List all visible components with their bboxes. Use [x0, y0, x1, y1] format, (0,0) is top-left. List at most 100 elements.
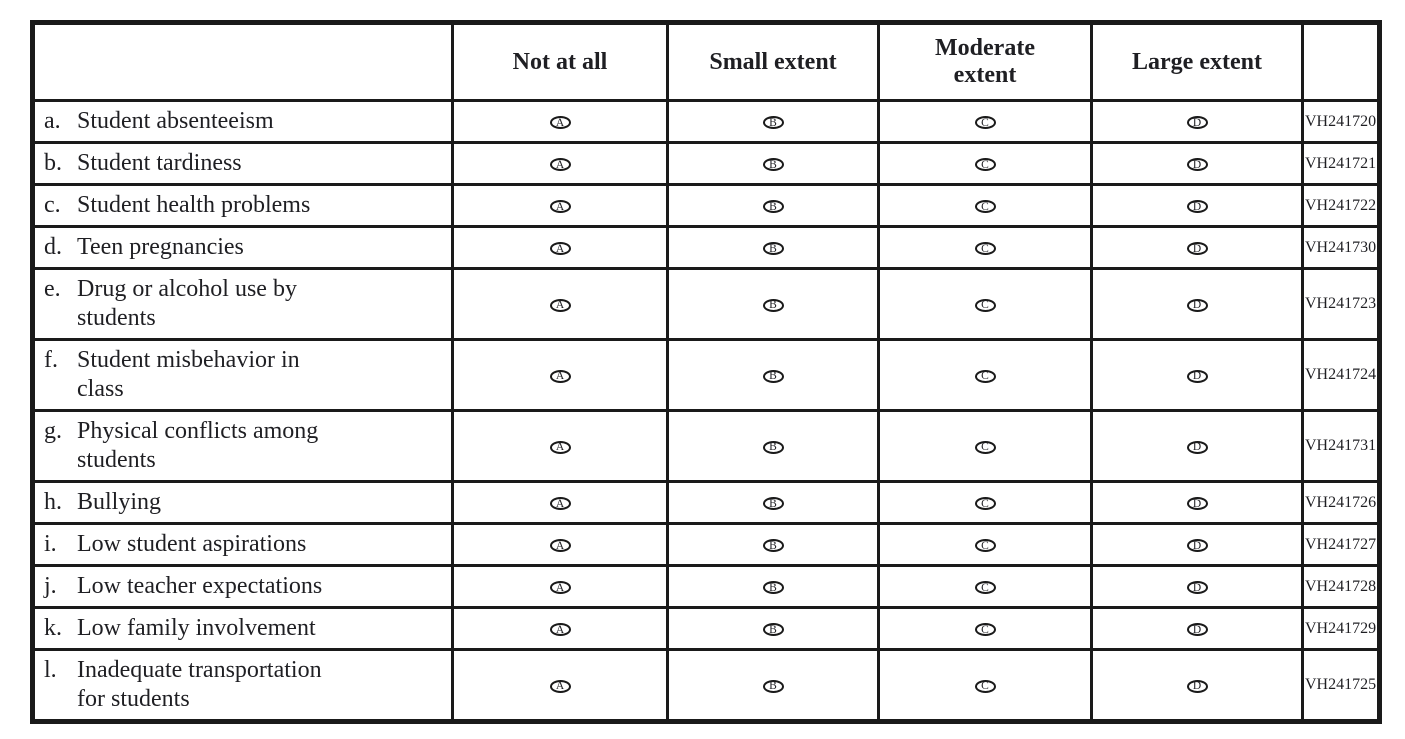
- row-code: VH241722: [1301, 183, 1381, 228]
- answer-bubble-b[interactable]: B: [762, 242, 784, 256]
- option-cell: D: [1090, 606, 1304, 651]
- answer-bubble-a[interactable]: A: [549, 539, 571, 553]
- answer-bubble-b[interactable]: B: [762, 539, 784, 553]
- option-cell: A: [451, 409, 669, 483]
- answer-bubble-d[interactable]: D: [1186, 158, 1208, 172]
- answer-bubble-c[interactable]: C: [974, 440, 996, 454]
- row-letter: i.: [44, 531, 57, 557]
- row-label: Teen pregnancies: [77, 234, 244, 260]
- answer-bubble-a[interactable]: A: [549, 116, 571, 130]
- answer-bubble-b[interactable]: B: [762, 158, 784, 172]
- row-letter: h.: [44, 489, 62, 515]
- option-cell: B: [666, 648, 880, 723]
- row-letter: a.: [44, 108, 61, 134]
- item-cell: j. Low teacher expectations: [31, 564, 454, 609]
- answer-bubble-c[interactable]: C: [974, 679, 996, 693]
- option-cell: A: [451, 522, 669, 567]
- answer-bubble-d[interactable]: D: [1186, 581, 1208, 595]
- option-cell: B: [666, 99, 880, 144]
- option-cell: D: [1090, 183, 1304, 228]
- answer-bubble-a[interactable]: A: [549, 581, 571, 595]
- answer-bubble-a[interactable]: A: [549, 623, 571, 637]
- answer-bubble-d[interactable]: D: [1186, 242, 1208, 256]
- option-cell: D: [1090, 225, 1304, 270]
- option-cell: B: [666, 522, 880, 567]
- option-cell: A: [451, 267, 669, 341]
- answer-bubble-d[interactable]: D: [1186, 369, 1208, 383]
- answer-bubble-d[interactable]: D: [1186, 623, 1208, 637]
- option-cell: C: [877, 141, 1093, 186]
- row-code: VH241730: [1301, 225, 1381, 270]
- answer-bubble-b[interactable]: B: [762, 497, 784, 511]
- answer-bubble-b[interactable]: B: [762, 200, 784, 214]
- answer-bubble-d[interactable]: D: [1186, 200, 1208, 214]
- answer-bubble-b[interactable]: B: [762, 581, 784, 595]
- row-label: Low family involvement: [77, 615, 316, 641]
- answer-bubble-a[interactable]: A: [549, 440, 571, 454]
- option-cell: C: [877, 267, 1093, 341]
- option-cell: A: [451, 606, 669, 651]
- option-cell: C: [877, 183, 1093, 228]
- row-label: Low student aspirations: [77, 531, 307, 557]
- answer-bubble-c[interactable]: C: [974, 298, 996, 312]
- questionnaire-table: Not at all Small extent Moderate extent …: [30, 20, 1382, 724]
- answer-bubble-c[interactable]: C: [974, 158, 996, 172]
- answer-bubble-c[interactable]: C: [974, 497, 996, 511]
- row-letter: b.: [44, 150, 62, 176]
- table-body: a. Student absenteeism A B C D VH241720 …: [31, 99, 1381, 723]
- answer-bubble-d[interactable]: D: [1186, 116, 1208, 130]
- answer-bubble-a[interactable]: A: [549, 200, 571, 214]
- answer-bubble-c[interactable]: C: [974, 116, 996, 130]
- answer-bubble-b[interactable]: B: [762, 440, 784, 454]
- row-code: VH241726: [1301, 480, 1381, 525]
- option-cell: B: [666, 480, 880, 525]
- option-cell: D: [1090, 564, 1304, 609]
- option-cell: A: [451, 183, 669, 228]
- answer-bubble-b[interactable]: B: [762, 679, 784, 693]
- answer-bubble-d[interactable]: D: [1186, 497, 1208, 511]
- item-cell: i. Low student aspirations: [31, 522, 454, 567]
- option-cell: C: [877, 564, 1093, 609]
- table-row: g. Physical conflicts among students A B…: [31, 409, 1381, 483]
- row-label: Inadequate transportation for students: [77, 657, 322, 712]
- option-cell: D: [1090, 267, 1304, 341]
- answer-bubble-d[interactable]: D: [1186, 539, 1208, 553]
- answer-bubble-a[interactable]: A: [549, 369, 571, 383]
- option-cell: D: [1090, 648, 1304, 723]
- option-cell: A: [451, 564, 669, 609]
- answer-bubble-c[interactable]: C: [974, 623, 996, 637]
- option-cell: B: [666, 267, 880, 341]
- item-cell: b. Student tardiness: [31, 141, 454, 186]
- row-code: VH241729: [1301, 606, 1381, 651]
- answer-bubble-a[interactable]: A: [549, 497, 571, 511]
- option-cell: C: [877, 648, 1093, 723]
- answer-bubble-b[interactable]: B: [762, 116, 784, 130]
- answer-bubble-c[interactable]: C: [974, 200, 996, 214]
- table-row: e. Drug or alcohol use by students A B C…: [31, 267, 1381, 341]
- row-code: VH241721: [1301, 141, 1381, 186]
- option-cell: D: [1090, 141, 1304, 186]
- item-cell: c. Student health problems: [31, 183, 454, 228]
- header-not-at-all: Not at all: [451, 21, 669, 102]
- table-row: f. Student misbehavior in class A B C D …: [31, 338, 1381, 412]
- option-cell: C: [877, 606, 1093, 651]
- table-row: c. Student health problems A B C D VH241…: [31, 183, 1381, 228]
- answer-bubble-c[interactable]: C: [974, 581, 996, 595]
- option-cell: D: [1090, 409, 1304, 483]
- option-cell: A: [451, 141, 669, 186]
- answer-bubble-b[interactable]: B: [762, 623, 784, 637]
- item-cell: h. Bullying: [31, 480, 454, 525]
- answer-bubble-a[interactable]: A: [549, 242, 571, 256]
- answer-bubble-a[interactable]: A: [549, 158, 571, 172]
- answer-bubble-a[interactable]: A: [549, 298, 571, 312]
- answer-bubble-c[interactable]: C: [974, 242, 996, 256]
- answer-bubble-d[interactable]: D: [1186, 440, 1208, 454]
- answer-bubble-b[interactable]: B: [762, 298, 784, 312]
- answer-bubble-a[interactable]: A: [549, 679, 571, 693]
- answer-bubble-b[interactable]: B: [762, 369, 784, 383]
- row-code: VH241724: [1301, 338, 1381, 412]
- answer-bubble-c[interactable]: C: [974, 369, 996, 383]
- answer-bubble-d[interactable]: D: [1186, 298, 1208, 312]
- answer-bubble-c[interactable]: C: [974, 539, 996, 553]
- answer-bubble-d[interactable]: D: [1186, 679, 1208, 693]
